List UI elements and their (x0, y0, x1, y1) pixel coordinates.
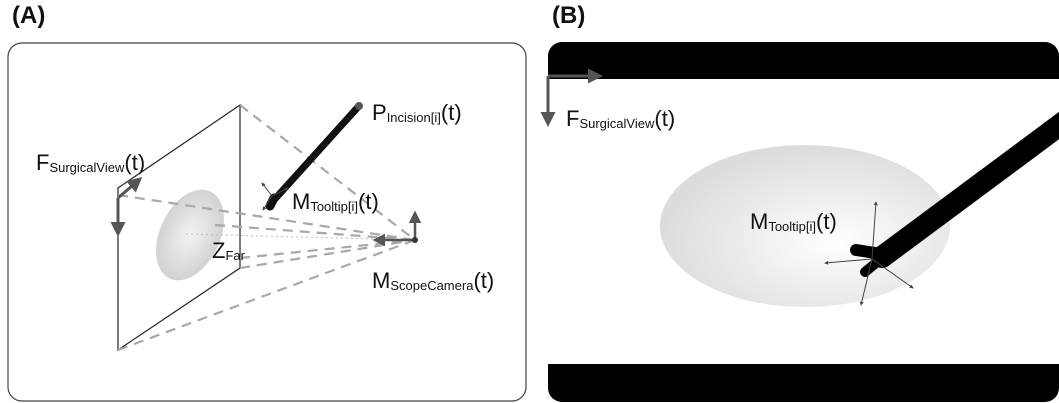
tooltip-label-b: MTooltip[i](t) (750, 209, 837, 234)
instrument-shaft-b (871, 99, 1059, 268)
incision-point (355, 102, 363, 110)
camera-origin (412, 237, 418, 243)
panel-b: FSurgicalView(t) MTooltip[i](t) (540, 42, 1059, 402)
frustum-lines (117, 104, 416, 352)
scope-camera-label: MScopeCamera(t) (372, 268, 494, 293)
letterbox-bottom (548, 364, 1059, 402)
tooltip-frame-axes-b (824, 201, 914, 306)
letterbox-top (548, 42, 1059, 79)
instrument-jaw-left (850, 244, 888, 260)
panel-a-label: (A) (12, 2, 46, 29)
surgical-view-label: FSurgicalView(t) (36, 150, 145, 175)
surgical-view-frame-axes-b (540, 68, 603, 127)
scope-camera-frame-axes (372, 210, 422, 247)
panel-a: PIncision[i](t) FSurgicalView(t) MToolti… (7, 42, 527, 402)
panel-a-frame (7, 42, 527, 402)
instrument-tip (265, 193, 279, 211)
incision-label: PIncision[i](t) (372, 100, 462, 125)
surgical-view-label-b: FSurgicalView(t) (566, 106, 675, 131)
z-far-label: ZFar (212, 238, 246, 263)
instrument-shaft (270, 103, 362, 204)
panel-b-label: (B) (552, 2, 586, 29)
field-of-view-ellipse (156, 189, 224, 281)
instrument-jaw-lower (860, 253, 887, 277)
tooltip-label: MTooltip[i](t) (292, 189, 379, 214)
tooltip-frame-axes (261, 182, 289, 211)
surgical-view-frame-axes (110, 177, 143, 237)
